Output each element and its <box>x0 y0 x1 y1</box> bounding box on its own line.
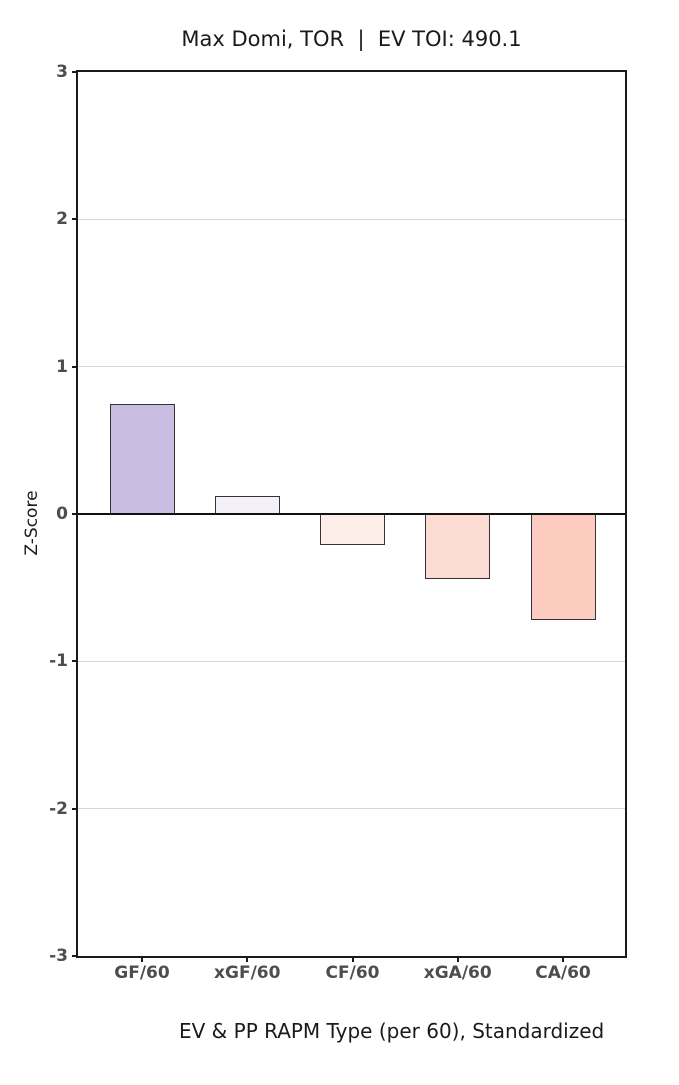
ytick-mark-3 <box>72 71 78 73</box>
ytick-label--3: -3 <box>49 946 68 966</box>
xtick-label-gf-60: GF/60 <box>114 963 170 983</box>
plot-area <box>78 72 625 956</box>
x-axis-label: EV & PP RAPM Type (per 60), Standardized <box>179 1019 605 1043</box>
ytick-mark--3 <box>72 955 78 957</box>
ytick-label--2: -2 <box>49 798 68 819</box>
xtick-label-xga-60: xGA/60 <box>423 963 492 983</box>
ytick-label--1: -1 <box>49 651 68 672</box>
xtick-mark-ca-60 <box>562 956 564 962</box>
bar-gf-60 <box>109 403 175 514</box>
ytick-mark-1 <box>72 365 78 368</box>
ytick-mark-2 <box>72 218 78 221</box>
ytick-label-0: 0 <box>56 504 68 524</box>
ytick-label-2: 2 <box>56 209 68 230</box>
xtick-mark-gf-60 <box>141 956 143 962</box>
bar-cf-60 <box>320 514 385 545</box>
ytick-mark--1 <box>72 660 78 663</box>
ytick-mark-0 <box>72 513 78 515</box>
bar-xgf-60 <box>214 496 280 514</box>
zero-line <box>78 513 625 515</box>
gridline-y--1 <box>78 660 625 662</box>
xtick-label-cf-60: CF/60 <box>325 963 380 983</box>
xtick-mark-xgf-60 <box>246 956 249 962</box>
ytick-label-1: 1 <box>56 356 68 377</box>
chart-title: Max Domi, TOR | EV TOI: 490.1 <box>181 27 522 51</box>
xtick-label-xgf-60: xGF/60 <box>214 963 281 983</box>
gridline-y--2 <box>78 808 625 810</box>
bar-xga-60 <box>425 514 491 579</box>
gridline-y-1 <box>78 366 625 368</box>
xtick-label-ca-60: CA/60 <box>535 963 591 983</box>
bar-ca-60 <box>530 514 596 621</box>
xtick-mark-cf-60 <box>351 956 354 962</box>
ytick-label-3: 3 <box>56 62 68 82</box>
xtick-mark-xga-60 <box>456 956 459 962</box>
gridline-y-2 <box>78 218 625 220</box>
ytick-mark--2 <box>72 807 78 810</box>
